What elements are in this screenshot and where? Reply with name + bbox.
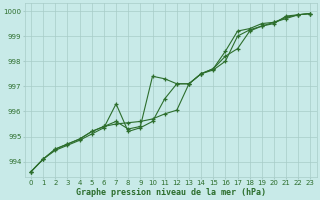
X-axis label: Graphe pression niveau de la mer (hPa): Graphe pression niveau de la mer (hPa) — [76, 188, 266, 197]
